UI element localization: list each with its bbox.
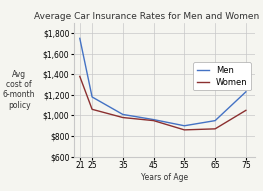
Men	[90, 96, 94, 98]
Women	[183, 129, 186, 131]
Men	[183, 125, 186, 127]
Men	[214, 120, 217, 122]
Line: Men: Men	[80, 38, 246, 126]
X-axis label: Years of Age: Years of Age	[141, 172, 188, 182]
Women	[90, 108, 94, 110]
Women	[152, 120, 155, 122]
Line: Women: Women	[80, 76, 246, 130]
Men	[121, 113, 124, 116]
Legend: Men, Women: Men, Women	[194, 62, 251, 90]
Title: Average Car Insurance Rates for Men and Women By Age: Average Car Insurance Rates for Men and …	[34, 12, 263, 21]
Men	[78, 37, 81, 40]
Women	[121, 116, 124, 119]
Women	[244, 109, 247, 112]
Women	[214, 128, 217, 130]
Men	[152, 118, 155, 121]
Men	[244, 91, 247, 93]
Women	[78, 75, 81, 78]
Text: Avg
cost of
6-month
policy: Avg cost of 6-month policy	[3, 70, 36, 110]
